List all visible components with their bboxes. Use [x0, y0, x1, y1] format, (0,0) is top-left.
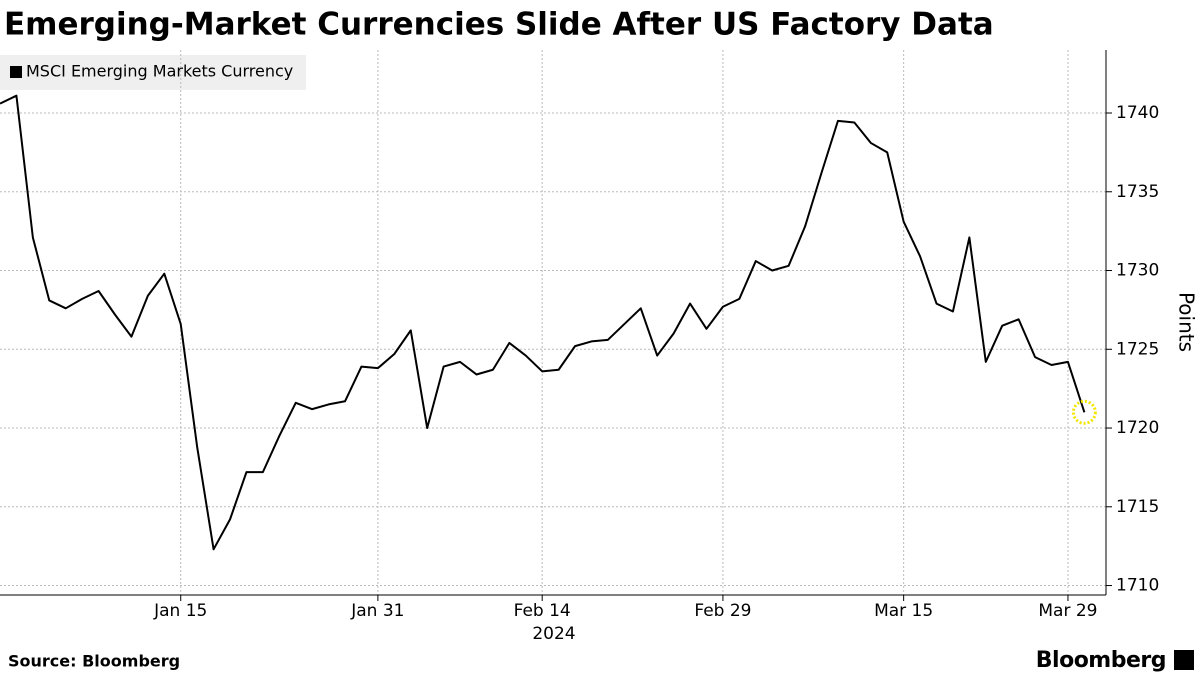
- y-tick-label: 1720: [1116, 418, 1159, 438]
- year-label: 2024: [532, 624, 575, 644]
- x-tick-label: Jan 31: [350, 601, 404, 621]
- y-tick-label: 1730: [1116, 261, 1159, 281]
- last-value-highlight: [1071, 399, 1097, 425]
- y-tick-label: 1715: [1116, 497, 1159, 517]
- x-tick-label: Mar 15: [874, 601, 933, 621]
- x-tick-label: Jan 15: [153, 601, 207, 621]
- line: [0, 94, 1086, 551]
- chart-title: Emerging-Market Currencies Slide After U…: [4, 7, 994, 43]
- legend-box: [0, 55, 306, 90]
- x-tick-label: Feb 29: [694, 601, 751, 621]
- brand-icon: [1174, 650, 1194, 670]
- legend-label: MSCI Emerging Markets Currency: [26, 62, 293, 81]
- legend-swatch: [10, 66, 22, 78]
- brand: Bloomberg: [1036, 648, 1166, 673]
- source: Source: Bloomberg: [8, 652, 180, 671]
- x-tick-label: Feb 14: [514, 601, 571, 621]
- y-tick-label: 1740: [1116, 103, 1159, 123]
- y-tick-label: 1735: [1116, 182, 1159, 202]
- y-axis-label: Points: [1175, 292, 1199, 352]
- x-tick-label: Mar 29: [1038, 601, 1097, 621]
- y-tick-label: 1725: [1116, 339, 1159, 359]
- y-tick-label: 1710: [1116, 576, 1159, 596]
